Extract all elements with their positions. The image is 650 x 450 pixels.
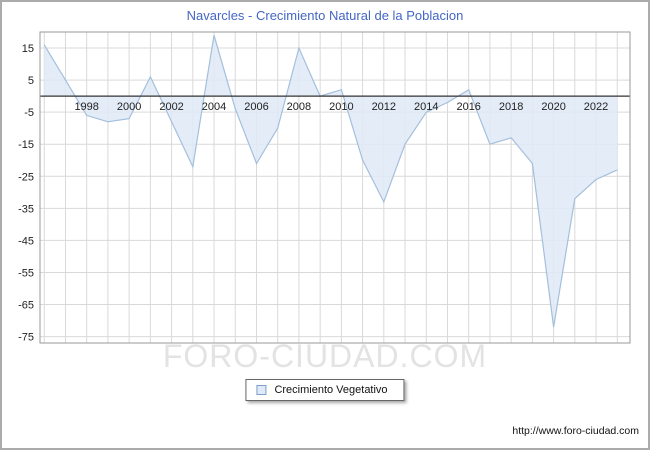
- svg-text:2008: 2008: [287, 101, 311, 113]
- watermark-text: FORO-CIUDAD.COM: [162, 338, 488, 374]
- svg-text:2014: 2014: [414, 101, 438, 113]
- svg-text:2004: 2004: [202, 101, 226, 113]
- chart-plot: 15 5 -5 -15 -25 -35 -45 -55 -65 -75 1998 2000 2002 20…: [18, 31, 631, 344]
- svg-text:2012: 2012: [372, 101, 396, 113]
- footer-url: http://www.foro-ciudad.com: [512, 425, 639, 437]
- legend-swatch-icon: [256, 385, 267, 395]
- svg-text:-25: -25: [18, 171, 34, 183]
- svg-text:1998: 1998: [74, 101, 98, 113]
- svg-text:2016: 2016: [456, 101, 480, 113]
- svg-text:-75: -75: [18, 332, 34, 344]
- svg-text:2002: 2002: [159, 101, 183, 113]
- svg-text:-15: -15: [18, 139, 34, 151]
- svg-text:2018: 2018: [499, 101, 523, 113]
- svg-text:-65: -65: [18, 300, 34, 312]
- legend-label: Crecimiento Vegetativo: [274, 384, 388, 396]
- svg-text:2000: 2000: [117, 101, 141, 113]
- svg-text:-35: -35: [18, 203, 34, 215]
- svg-text:-45: -45: [18, 235, 34, 247]
- svg-text:5: 5: [28, 75, 34, 87]
- svg-text:2006: 2006: [244, 101, 268, 113]
- chart-title: Navarcles - Crecimiento Natural de la Po…: [186, 8, 464, 23]
- svg-text:15: 15: [22, 43, 34, 55]
- legend: Crecimiento Vegetativo: [245, 379, 405, 401]
- svg-text:-55: -55: [18, 267, 34, 279]
- svg-text:2010: 2010: [329, 101, 353, 113]
- svg-text:-5: -5: [24, 107, 34, 119]
- svg-text:2020: 2020: [541, 101, 565, 113]
- svg-text:2022: 2022: [584, 101, 608, 113]
